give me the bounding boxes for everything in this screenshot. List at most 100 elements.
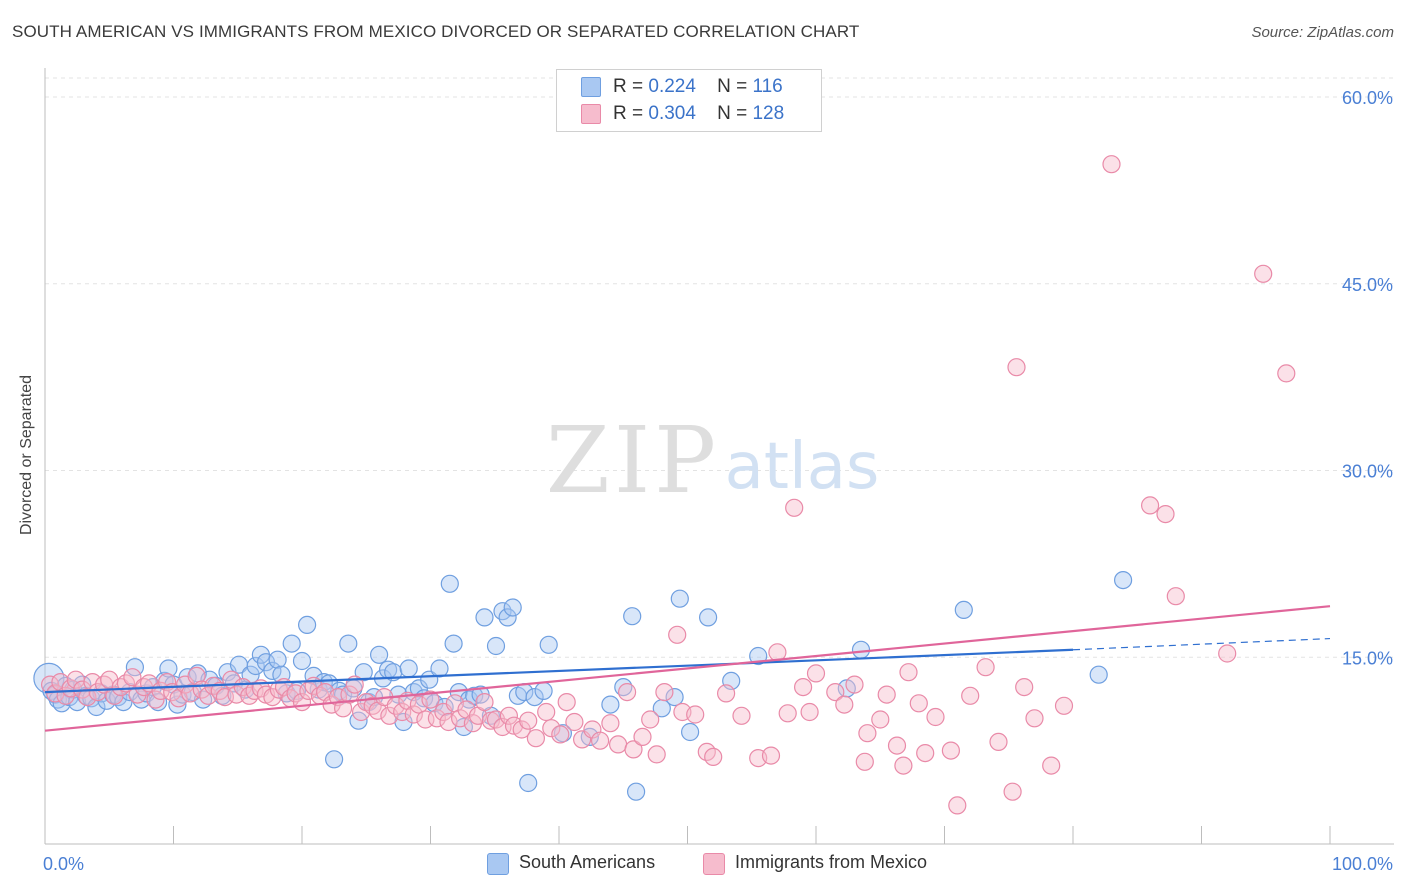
y-tick-label: 60.0% <box>1342 88 1393 108</box>
point-immigrants-mexico <box>404 705 423 724</box>
point-immigrants-mexico <box>761 746 781 765</box>
y-tick-label: 15.0% <box>1342 648 1393 668</box>
point-immigrants-mexico <box>590 731 610 750</box>
point-immigrants-mexico <box>146 690 165 709</box>
point-south-americans <box>159 659 178 678</box>
point-south-americans <box>292 651 312 671</box>
watermark-atlas: atlas <box>725 430 880 504</box>
point-immigrants-mexico <box>263 687 282 707</box>
point-immigrants-mexico <box>1156 504 1175 524</box>
point-south-americans <box>539 635 558 654</box>
point-south-americans <box>601 695 620 714</box>
r-value: 0.224 <box>648 76 696 97</box>
point-immigrants-mexico <box>537 702 556 722</box>
point-south-americans <box>149 692 168 712</box>
point-south-americans <box>534 681 553 701</box>
point-immigrants-mexico <box>1025 709 1044 728</box>
point-immigrants-mexico <box>871 710 890 729</box>
point-immigrants-mexico <box>421 690 440 709</box>
legend-stats-south-americans: R = 0.224 N = 116 <box>613 76 783 98</box>
point-south-americans <box>298 615 317 635</box>
point-immigrants-mexico <box>1054 696 1074 715</box>
point-immigrants-mexico <box>340 685 359 704</box>
point-south-americans <box>334 685 353 704</box>
point-south-americans <box>465 686 484 705</box>
legend-stats-immigrants-mexico: R = 0.304 N = 128 <box>613 103 784 125</box>
trend-lines <box>44 605 1331 732</box>
point-immigrants-mexico <box>845 675 864 694</box>
point-immigrants-mexico <box>181 684 200 703</box>
point-south-americans <box>475 608 494 627</box>
x-tick-label: 0.0% <box>43 854 84 874</box>
point-south-americans <box>440 574 459 593</box>
bottom-legend-label: South Americans <box>519 852 656 872</box>
point-south-americans <box>623 607 642 626</box>
point-immigrants-mexico <box>128 685 147 704</box>
trend-line-extension-south-americans <box>1072 637 1331 651</box>
point-immigrants-mexico <box>899 663 918 682</box>
point-south-americans <box>503 598 522 617</box>
point-immigrants-mexico <box>1102 155 1121 174</box>
point-south-americans <box>525 687 544 707</box>
n-label: N = <box>717 103 748 124</box>
point-immigrants-mexico <box>855 752 874 771</box>
point-immigrants-mexico <box>948 796 967 815</box>
point-immigrants-mexico <box>551 725 570 744</box>
point-immigrants-mexico <box>393 702 412 722</box>
point-south-americans <box>698 608 718 627</box>
point-immigrants-mexico <box>1277 364 1296 383</box>
point-south-americans <box>430 659 449 678</box>
point-south-americans <box>665 687 684 707</box>
point-south-americans <box>114 692 133 712</box>
point-immigrants-mexico <box>475 692 494 712</box>
point-south-americans <box>354 663 373 682</box>
point-immigrants-mexico <box>215 687 234 707</box>
point-immigrants-mexico <box>655 682 674 702</box>
point-immigrants-mexico <box>565 712 584 732</box>
point-immigrants-mexico <box>641 710 660 729</box>
point-immigrants-mexico <box>916 743 935 763</box>
point-south-americans <box>519 773 538 793</box>
bottom-legend-label: Immigrants from Mexico <box>735 852 928 872</box>
point-immigrants-mexico <box>976 658 995 677</box>
point-south-americans <box>263 661 282 681</box>
point-immigrants-mexico <box>187 666 206 686</box>
point-immigrants-mexico <box>1015 677 1034 697</box>
point-south-americans <box>325 750 344 769</box>
watermark-zip: ZIP <box>546 407 720 514</box>
point-immigrants-mexico <box>858 724 877 743</box>
point-immigrants-mexico <box>409 695 428 714</box>
r-label: R = <box>613 103 644 124</box>
point-immigrants-mexico <box>1003 782 1022 801</box>
point-immigrants-mexico <box>1042 756 1061 775</box>
point-south-americans <box>498 608 517 627</box>
point-immigrants-mexico <box>493 717 512 737</box>
n-label: N = <box>717 76 748 97</box>
grid-lines <box>45 77 1394 658</box>
point-immigrants-mexico <box>877 685 896 704</box>
point-immigrants-mexico <box>499 706 518 725</box>
bottom-legend-swatch-south-americans <box>487 853 509 875</box>
point-south-americans <box>282 634 301 653</box>
trend-line-south-americans <box>44 648 1074 694</box>
point-immigrants-mexico <box>716 684 736 703</box>
x-tick-label: 100.0% <box>1332 854 1393 874</box>
point-immigrants-mexico <box>909 694 928 713</box>
point-immigrants-mexico <box>542 719 561 738</box>
point-south-americans <box>268 650 287 669</box>
point-immigrants-mexico <box>608 735 628 754</box>
point-immigrants-mexico <box>704 747 723 767</box>
point-immigrants-mexico <box>123 668 142 687</box>
point-south-americans <box>486 636 506 656</box>
chart-title: SOUTH AMERICAN VS IMMIGRANTS FROM MEXICO… <box>12 22 860 41</box>
legend: R = 0.224 N = 116 R = 0.304 N = 128 <box>556 69 822 132</box>
point-immigrants-mexico <box>601 714 620 733</box>
n-value: 116 <box>752 76 783 97</box>
point-immigrants-mexico <box>800 702 819 722</box>
axes <box>44 68 1394 845</box>
point-immigrants-mexico <box>633 727 652 747</box>
point-immigrants-mexico <box>989 732 1008 752</box>
point-south-americans <box>1113 570 1133 590</box>
point-immigrants-mexico <box>1140 496 1160 515</box>
